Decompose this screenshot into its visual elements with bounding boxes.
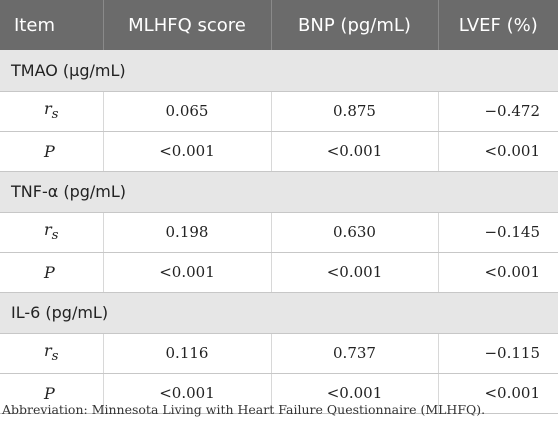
table-cell: 0.198	[103, 212, 272, 253]
table-cell: 0.116	[103, 333, 272, 374]
header-item: Item	[0, 0, 104, 50]
stat-label: P	[0, 131, 104, 172]
table-cell: <0.001	[438, 131, 558, 172]
stat-symbol: r	[44, 99, 52, 119]
stat-symbol: r	[44, 220, 52, 240]
stat-subscript: s	[51, 107, 59, 123]
table-cell: −0.145	[438, 212, 558, 253]
table-cell: 0.875	[271, 91, 439, 132]
stat-label: P	[0, 252, 104, 293]
header-bnp: BNP (pg/mL)	[271, 0, 439, 50]
stat-label: P	[0, 373, 104, 414]
stat-symbol: r	[44, 341, 52, 361]
group-row: IL-6 (pg/mL)	[0, 292, 558, 334]
table-cell: <0.001	[271, 131, 439, 172]
table-header: Item MLHFQ score BNP (pg/mL) LVEF (%)	[0, 0, 558, 50]
stat-label: rs	[0, 91, 104, 132]
table-cell: <0.001	[103, 131, 272, 172]
table-row: P <0.001 <0.001 <0.001	[0, 373, 558, 414]
group-row: TNF-α (pg/mL)	[0, 171, 558, 213]
correlation-table: Item MLHFQ score BNP (pg/mL) LVEF (%) TM…	[0, 0, 558, 414]
table-cell: <0.001	[438, 373, 558, 414]
header-row: Item MLHFQ score BNP (pg/mL) LVEF (%)	[0, 0, 558, 50]
table-cell: 0.737	[271, 333, 439, 374]
table-row: rs 0.116 0.737 −0.115	[0, 333, 558, 374]
group-label: TNF-α (pg/mL)	[0, 171, 558, 213]
table-cell: <0.001	[271, 252, 439, 293]
group-label: TMAO (µg/mL)	[0, 50, 558, 92]
table-cell: <0.001	[103, 373, 272, 414]
header-mlhfq-score: MLHFQ score	[103, 0, 272, 50]
stat-symbol: P	[44, 141, 55, 161]
table-row: rs 0.065 0.875 −0.472	[0, 91, 558, 132]
table-cell: <0.001	[271, 373, 439, 414]
stat-symbol: P	[44, 383, 55, 403]
stat-subscript: s	[51, 349, 59, 365]
table-cell: 0.065	[103, 91, 272, 132]
group-row: TMAO (µg/mL)	[0, 50, 558, 92]
table-cell: 0.630	[271, 212, 439, 253]
table-cell: <0.001	[438, 252, 558, 293]
table-cell: −0.115	[438, 333, 558, 374]
table-cell: <0.001	[103, 252, 272, 293]
stat-label: rs	[0, 212, 104, 253]
group-label: IL-6 (pg/mL)	[0, 292, 558, 334]
stat-subscript: s	[51, 228, 59, 244]
stat-label: rs	[0, 333, 104, 374]
table-row: P <0.001 <0.001 <0.001	[0, 131, 558, 172]
header-lvef: LVEF (%)	[458, 14, 538, 36]
table-cell: −0.472	[438, 91, 558, 132]
stat-symbol: P	[44, 262, 55, 282]
table-row: rs 0.198 0.630 −0.145	[0, 212, 558, 253]
table-footnote: Abbreviation: Minnesota Living with Hear…	[2, 402, 486, 417]
table-row: P <0.001 <0.001 <0.001	[0, 252, 558, 293]
table-body: TMAO (µg/mL) rs 0.065 0.875 −0.472 P <0.001 <0.…	[0, 50, 558, 414]
